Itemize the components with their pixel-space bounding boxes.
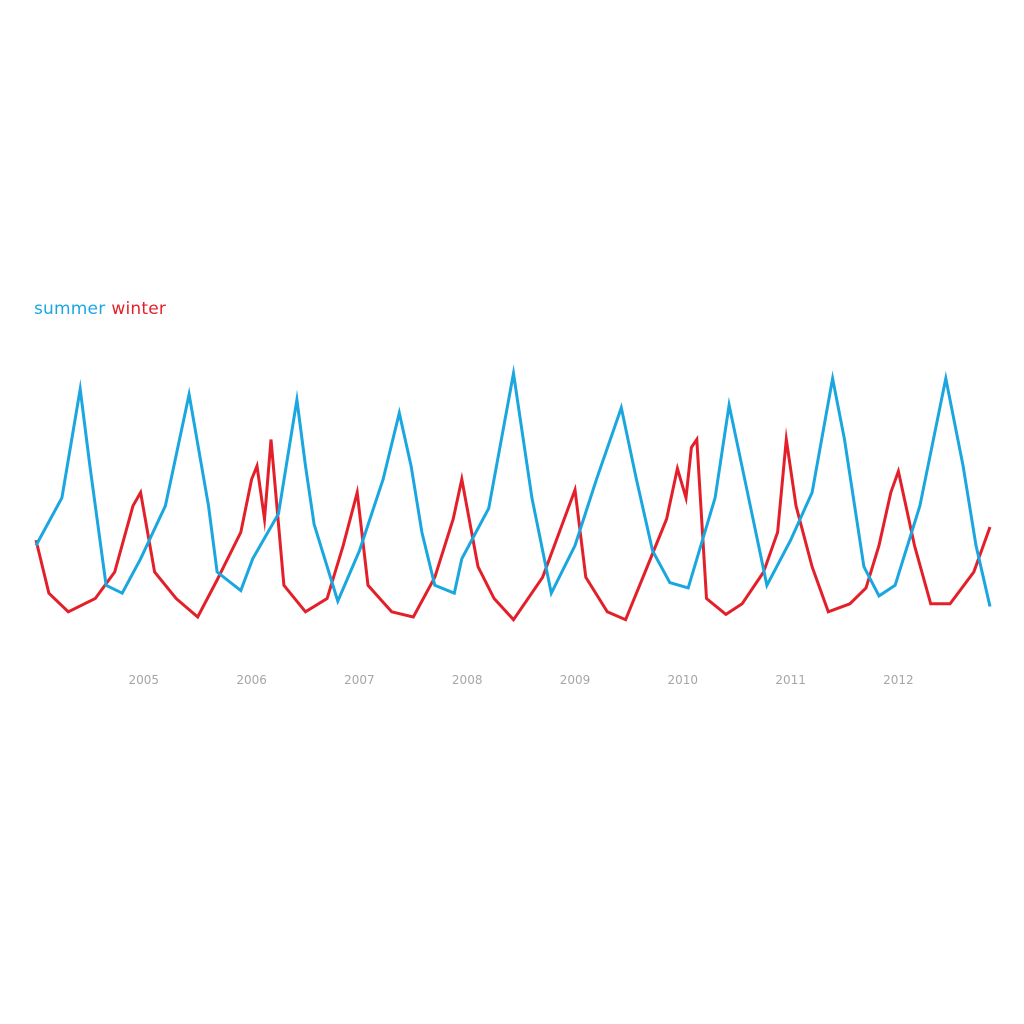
- chart-legend: summer winter: [34, 299, 172, 319]
- x-axis-tick-labels: 2005 2006 2007 2008 2009 2010 2011 2012: [129, 673, 914, 687]
- x-tick-label: 2011: [775, 673, 806, 687]
- x-tick-label: 2006: [236, 673, 267, 687]
- legend-item-summer: summer: [34, 299, 106, 319]
- x-tick-label: 2009: [560, 673, 591, 687]
- x-tick-label: 2005: [129, 673, 160, 687]
- x-tick-label: 2008: [452, 673, 483, 687]
- legend-item-winter: winter: [111, 299, 167, 319]
- series-lines: [34, 364, 992, 623]
- series-line-winter: [34, 426, 992, 623]
- x-tick-label: 2010: [668, 673, 699, 687]
- series-line-summer: [34, 364, 992, 607]
- x-tick-label: 2007: [344, 673, 375, 687]
- x-tick-label: 2012: [883, 673, 914, 687]
